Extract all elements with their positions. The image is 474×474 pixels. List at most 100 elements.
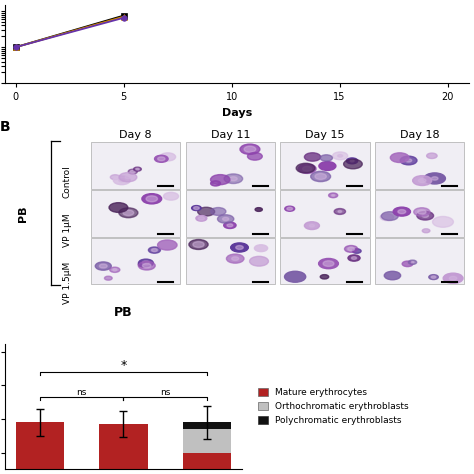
Circle shape — [334, 209, 346, 214]
Circle shape — [152, 248, 157, 252]
Bar — [16, 422, 64, 474]
Circle shape — [414, 208, 430, 216]
Circle shape — [193, 207, 199, 210]
Text: VP 1.5μM: VP 1.5μM — [63, 262, 72, 304]
Circle shape — [352, 249, 361, 253]
Bar — [99, 424, 148, 474]
Circle shape — [142, 194, 162, 204]
Circle shape — [236, 246, 243, 249]
Circle shape — [351, 257, 356, 259]
Circle shape — [425, 230, 428, 232]
Circle shape — [119, 173, 137, 182]
Circle shape — [400, 156, 417, 165]
Circle shape — [109, 203, 128, 212]
Text: VP 1μM: VP 1μM — [63, 213, 72, 247]
Circle shape — [148, 247, 161, 253]
Circle shape — [198, 217, 204, 220]
Circle shape — [222, 218, 229, 220]
Circle shape — [304, 153, 320, 161]
Text: *: * — [120, 359, 127, 372]
Circle shape — [287, 207, 292, 210]
Bar — [91, 191, 180, 237]
Circle shape — [109, 267, 120, 273]
Circle shape — [231, 243, 248, 252]
Circle shape — [319, 162, 336, 171]
Circle shape — [189, 239, 208, 249]
Circle shape — [393, 207, 410, 216]
Circle shape — [433, 217, 454, 228]
Circle shape — [104, 276, 112, 280]
Circle shape — [418, 210, 426, 214]
Bar — [91, 142, 180, 189]
Circle shape — [315, 173, 326, 180]
Circle shape — [304, 222, 319, 229]
Text: Control: Control — [63, 165, 72, 198]
Bar — [183, 429, 231, 453]
Circle shape — [196, 216, 207, 221]
Circle shape — [123, 210, 134, 216]
Text: Day 8: Day 8 — [119, 130, 152, 140]
Circle shape — [210, 208, 226, 216]
Circle shape — [323, 261, 334, 266]
Text: Day 15: Day 15 — [305, 130, 345, 140]
Text: ns: ns — [160, 388, 171, 397]
Circle shape — [391, 153, 409, 163]
Bar — [183, 422, 231, 429]
Circle shape — [227, 224, 233, 227]
Circle shape — [164, 192, 179, 200]
Circle shape — [320, 274, 328, 279]
Circle shape — [427, 153, 437, 158]
Circle shape — [409, 260, 417, 264]
Circle shape — [431, 276, 436, 278]
Circle shape — [232, 257, 239, 260]
Bar — [281, 142, 370, 189]
Circle shape — [119, 208, 138, 218]
Circle shape — [193, 242, 204, 247]
Circle shape — [320, 155, 332, 161]
Circle shape — [158, 157, 165, 161]
Circle shape — [142, 261, 150, 265]
Circle shape — [249, 256, 268, 266]
Bar — [186, 238, 275, 284]
Bar — [91, 238, 180, 284]
Circle shape — [422, 229, 430, 233]
Circle shape — [95, 262, 111, 270]
Circle shape — [198, 207, 215, 216]
Circle shape — [224, 174, 243, 183]
Circle shape — [310, 171, 330, 182]
Bar — [281, 238, 370, 284]
Bar — [375, 238, 464, 284]
Circle shape — [146, 196, 157, 202]
Circle shape — [345, 246, 358, 252]
Circle shape — [332, 194, 335, 196]
Circle shape — [227, 254, 244, 263]
Circle shape — [155, 155, 168, 162]
Circle shape — [333, 152, 348, 160]
Circle shape — [405, 159, 412, 162]
Bar — [183, 453, 231, 474]
Text: Day 18: Day 18 — [400, 130, 439, 140]
Circle shape — [338, 210, 342, 212]
Bar — [375, 191, 464, 237]
Circle shape — [100, 264, 107, 268]
Circle shape — [110, 175, 120, 180]
Circle shape — [319, 258, 338, 269]
Circle shape — [224, 222, 236, 228]
Circle shape — [398, 210, 406, 214]
Circle shape — [348, 247, 355, 251]
Circle shape — [244, 146, 256, 152]
Circle shape — [138, 262, 149, 267]
Circle shape — [119, 179, 125, 182]
Circle shape — [402, 261, 413, 267]
Circle shape — [384, 271, 401, 280]
Circle shape — [284, 271, 306, 282]
Bar — [281, 191, 370, 237]
Circle shape — [125, 176, 131, 179]
Circle shape — [229, 177, 237, 181]
Circle shape — [160, 153, 176, 161]
Legend: Mature erythrocytes, Orthochromatic erythroblasts, Polychromatic erythroblasts: Mature erythrocytes, Orthochromatic eryt… — [258, 388, 409, 425]
Circle shape — [240, 144, 260, 155]
Title: PB: PB — [114, 306, 133, 319]
Circle shape — [210, 174, 230, 185]
Circle shape — [296, 163, 315, 173]
